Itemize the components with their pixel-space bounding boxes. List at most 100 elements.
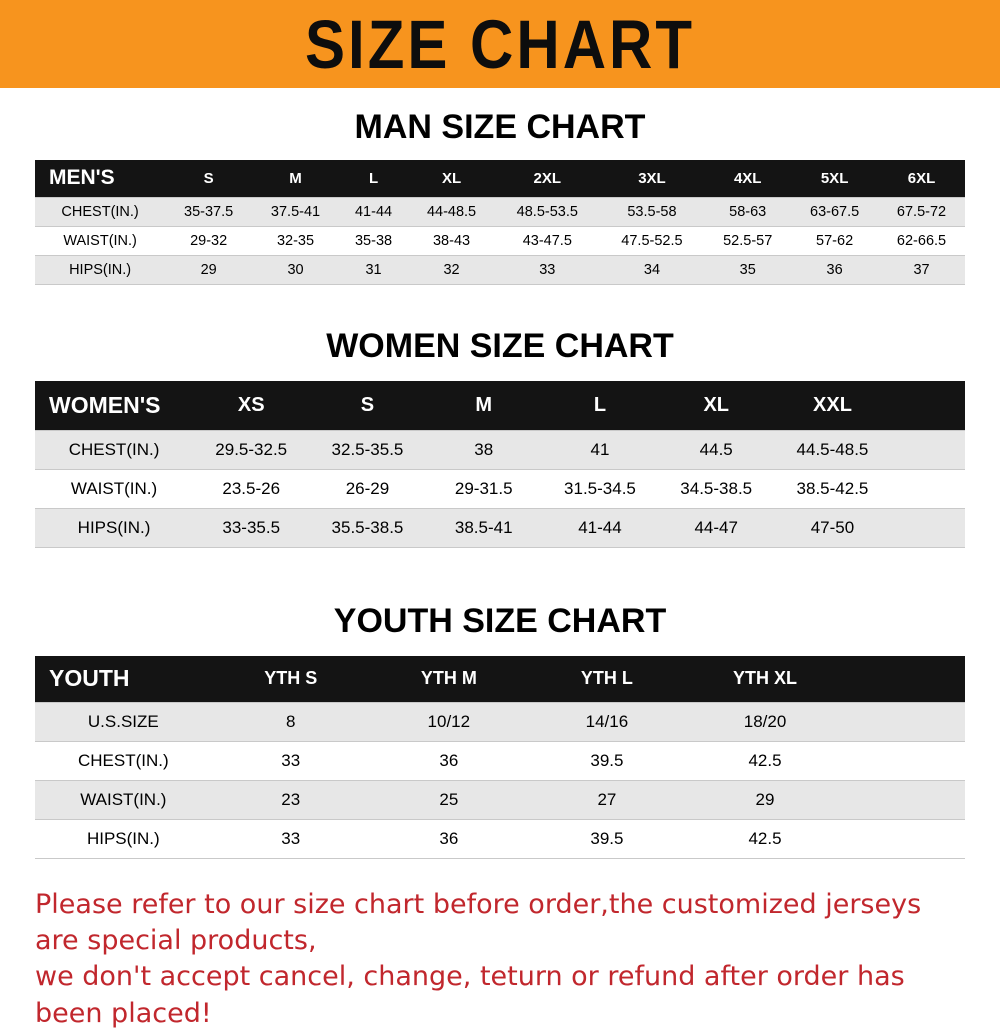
size-chart-banner: SIZE CHART [0,0,1000,88]
size-value: 47-50 [774,509,890,548]
size-column-header: XL [658,381,774,431]
size-value: 36 [791,255,878,284]
size-value: 48.5-53.5 [495,197,600,226]
size-value: 38.5-42.5 [774,470,890,509]
size-value: 35-38 [339,226,408,255]
row-label: WAIST(IN.) [35,780,212,819]
size-value: 67.5-72 [878,197,965,226]
size-value: 18/20 [686,702,844,741]
row-label: HIPS(IN.) [35,509,193,548]
size-column-header: 2XL [495,160,600,197]
size-column-header: L [339,160,408,197]
size-value: 42.5 [686,819,844,858]
row-label: CHEST(IN.) [35,741,212,780]
spacer-cell [844,741,965,780]
size-value: 25 [370,780,528,819]
size-value: 33-35.5 [193,509,309,548]
womens-table-title: WOMEN'S [35,381,193,431]
size-value: 39.5 [528,741,686,780]
size-value: 29-32 [165,226,252,255]
size-value: 53.5-58 [600,197,705,226]
size-value: 41 [542,431,658,470]
size-value: 47.5-52.5 [600,226,705,255]
size-column-header: 3XL [600,160,705,197]
size-column-header: 6XL [878,160,965,197]
size-value: 39.5 [528,819,686,858]
size-column-header: S [165,160,252,197]
size-value: 37 [878,255,965,284]
order-disclaimer: Please refer to our size chart before or… [35,887,965,1032]
size-value: 10/12 [370,702,528,741]
size-value: 29.5-32.5 [193,431,309,470]
size-value: 31.5-34.5 [542,470,658,509]
size-column-header: XL [408,160,495,197]
size-value: 57-62 [791,226,878,255]
size-column-header: 5XL [791,160,878,197]
mens-table-title: MEN'S [35,160,165,197]
size-value: 8 [212,702,370,741]
men-section-heading: MAN SIZE CHART [0,108,1000,147]
spacer-cell [844,656,965,702]
row-label: HIPS(IN.) [35,255,165,284]
disclaimer-line-2: we don't accept cancel, change, teturn o… [35,959,965,1032]
size-value: 35 [704,255,791,284]
size-value: 63-67.5 [791,197,878,226]
size-value: 44-48.5 [408,197,495,226]
size-column-header: XS [193,381,309,431]
size-column-header: M [426,381,542,431]
size-value: 41-44 [339,197,408,226]
size-column-header: YTH S [212,656,370,702]
spacer-cell [891,381,965,431]
size-column-header: YTH L [528,656,686,702]
row-label: U.S.SIZE [35,702,212,741]
size-value: 34.5-38.5 [658,470,774,509]
disclaimer-line-1: Please refer to our size chart before or… [35,887,965,960]
spacer-cell [891,509,965,548]
size-column-header: XXL [774,381,890,431]
size-value: 44.5 [658,431,774,470]
size-value: 14/16 [528,702,686,741]
size-value: 42.5 [686,741,844,780]
size-value: 35-37.5 [165,197,252,226]
size-value: 37.5-41 [252,197,339,226]
size-value: 34 [600,255,705,284]
size-value: 27 [528,780,686,819]
size-value: 58-63 [704,197,791,226]
row-label: WAIST(IN.) [35,470,193,509]
size-column-header: YTH M [370,656,528,702]
size-value: 36 [370,741,528,780]
size-column-header: S [309,381,425,431]
size-value: 35.5-38.5 [309,509,425,548]
row-label: CHEST(IN.) [35,197,165,226]
size-value: 44.5-48.5 [774,431,890,470]
size-value: 44-47 [658,509,774,548]
size-column-header: M [252,160,339,197]
size-value: 38-43 [408,226,495,255]
spacer-cell [891,431,965,470]
size-value: 23 [212,780,370,819]
spacer-cell [844,780,965,819]
size-value: 41-44 [542,509,658,548]
size-value: 30 [252,255,339,284]
size-value: 33 [212,741,370,780]
size-value: 23.5-26 [193,470,309,509]
size-value: 29-31.5 [426,470,542,509]
banner-title: SIZE CHART [305,4,695,83]
